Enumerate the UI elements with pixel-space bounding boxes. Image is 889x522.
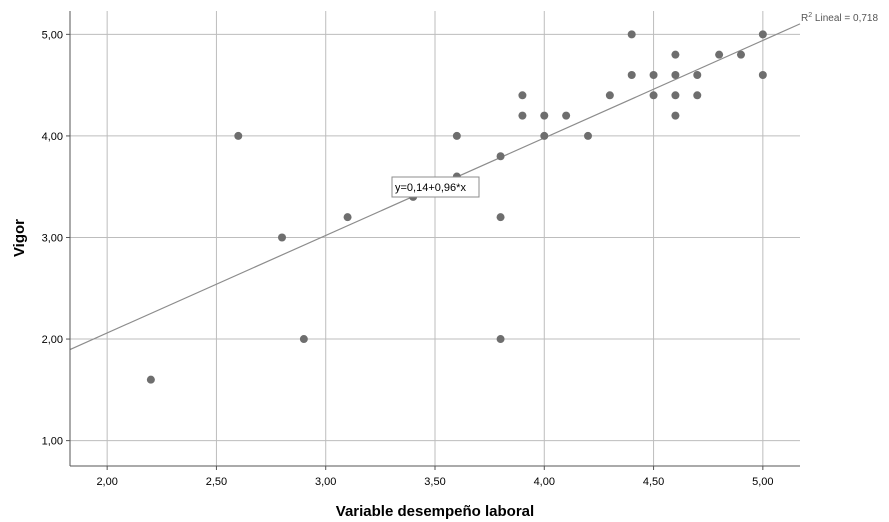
data-point bbox=[627, 30, 636, 39]
x-axis-title: Variable desempeño laboral bbox=[336, 503, 534, 520]
axes bbox=[66, 11, 800, 470]
data-point bbox=[758, 30, 767, 39]
r-squared-superscript: 2 bbox=[808, 12, 812, 19]
data-point bbox=[715, 50, 724, 59]
data-point bbox=[518, 91, 527, 100]
x-tick-label: 4,50 bbox=[643, 476, 664, 488]
x-tick-label: 4,00 bbox=[534, 476, 555, 488]
x-tick-label: 3,50 bbox=[424, 476, 445, 488]
data-point bbox=[496, 152, 505, 161]
x-tick-label: 2,00 bbox=[96, 476, 117, 488]
data-point bbox=[605, 91, 614, 100]
x-tick-label: 3,00 bbox=[315, 476, 336, 488]
r-squared-prefix: R bbox=[801, 13, 808, 24]
tick-labels: 2,00 2,50 3,00 3,50 4,00 4,50 5,00 1,00 2,00 3,00… bbox=[42, 29, 774, 488]
r-squared-value: Lineal = 0,718 bbox=[812, 13, 878, 24]
data-point bbox=[758, 70, 767, 79]
y-tick-label: 4,00 bbox=[42, 131, 63, 143]
data-point bbox=[627, 70, 636, 79]
data-point bbox=[540, 111, 549, 120]
data-point bbox=[496, 213, 505, 222]
data-point bbox=[671, 50, 680, 59]
data-point bbox=[299, 335, 308, 344]
y-axis-title: Vigor bbox=[11, 219, 28, 257]
data-point bbox=[583, 131, 592, 140]
data-point bbox=[649, 70, 658, 79]
data-point bbox=[736, 50, 745, 59]
grid-lines bbox=[70, 11, 800, 466]
y-tick-label: 5,00 bbox=[42, 29, 63, 41]
y-tick-label: 2,00 bbox=[42, 334, 63, 346]
data-point bbox=[671, 111, 680, 120]
equation-label: y=0,14+0,96*x bbox=[395, 182, 466, 194]
data-point bbox=[278, 233, 287, 242]
data-point bbox=[671, 70, 680, 79]
x-tick-label: 2,50 bbox=[206, 476, 227, 488]
data-point bbox=[496, 335, 505, 344]
data-point bbox=[671, 91, 680, 100]
y-tick-label: 1,00 bbox=[42, 436, 63, 448]
data-point bbox=[343, 213, 352, 222]
y-tick-label: 3,00 bbox=[42, 232, 63, 244]
data-point bbox=[693, 70, 702, 79]
data-point bbox=[693, 91, 702, 100]
data-point bbox=[452, 131, 461, 140]
x-tick-label: 5,00 bbox=[752, 476, 773, 488]
data-point bbox=[234, 131, 243, 140]
equation-annotation: y=0,14+0,96*x bbox=[391, 176, 480, 198]
r-squared-label: R2 Lineal = 0,718 bbox=[801, 12, 878, 24]
equation-box bbox=[391, 176, 480, 198]
data-point bbox=[562, 111, 571, 120]
data-point bbox=[540, 131, 549, 140]
data-point bbox=[649, 91, 658, 100]
data-point bbox=[146, 375, 155, 384]
data-point bbox=[518, 111, 527, 120]
